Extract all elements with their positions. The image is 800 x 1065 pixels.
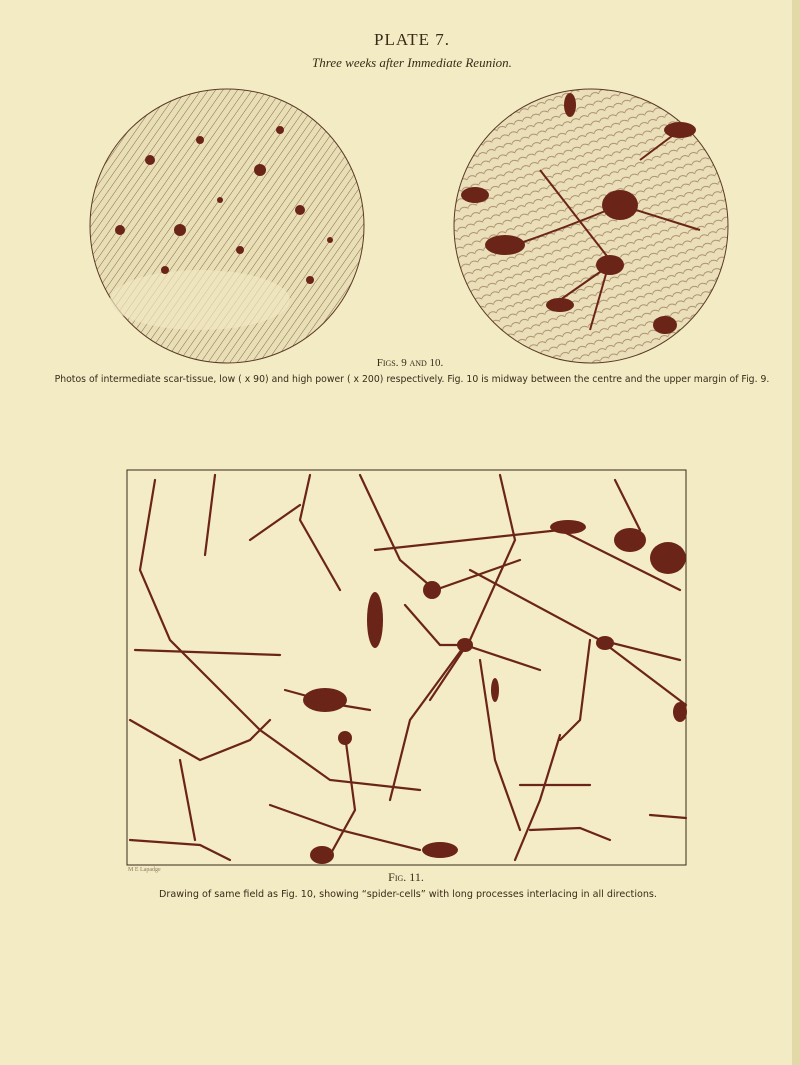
figure-9-photo: [89, 88, 365, 364]
figure-11-drawing: [126, 469, 688, 866]
figure-caption: Photos of intermediate scar-tissue, low …: [54, 374, 770, 385]
figure-caption: Drawing of same field as Fig. 10, showin…: [159, 889, 657, 900]
plate-title: PLATE 7.: [374, 30, 450, 49]
figure-10-photo: [453, 88, 729, 364]
figure-label: Figs. 9 and 10.: [376, 357, 444, 369]
plate-subtitle: Three weeks after Immediate Reunion.: [312, 55, 512, 70]
figure-label: Fig. 11.: [388, 870, 424, 884]
artist-signature: M E Lapadge: [128, 867, 161, 873]
